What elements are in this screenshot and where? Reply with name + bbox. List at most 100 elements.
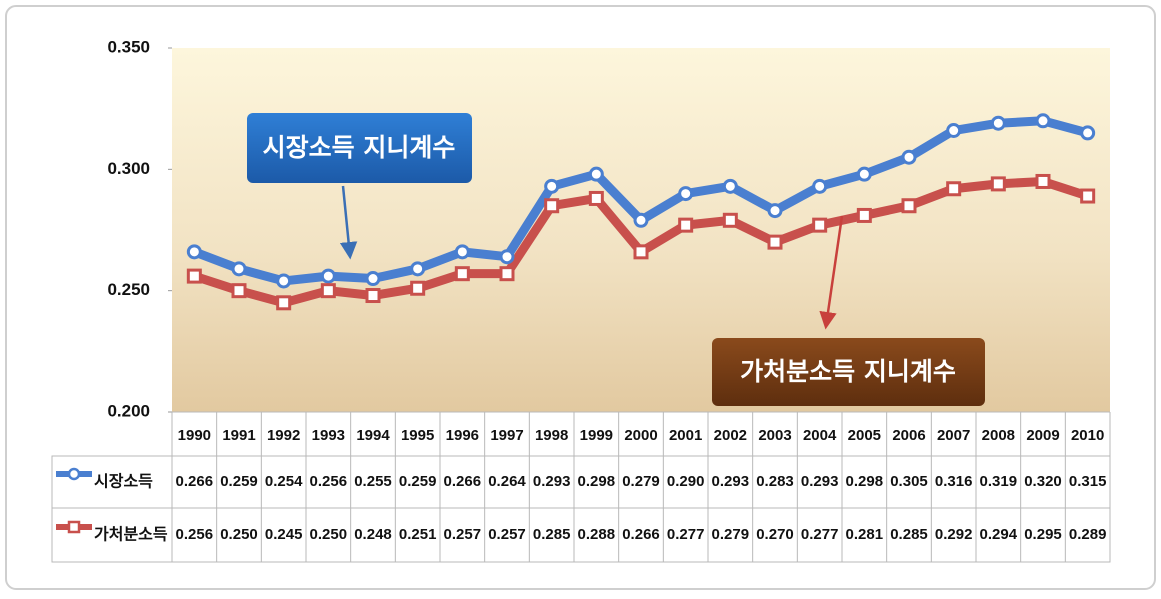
point xyxy=(544,178,560,194)
x-tick-label: 2010 xyxy=(1071,427,1104,444)
point xyxy=(499,249,515,265)
x-tick-label: 2007 xyxy=(937,427,970,444)
table-value: 0.256 xyxy=(310,473,348,490)
table-value: 0.289 xyxy=(1069,526,1107,543)
table-value: 0.320 xyxy=(1024,473,1062,490)
table-value: 0.259 xyxy=(399,473,437,490)
point xyxy=(633,244,649,260)
point xyxy=(1080,188,1096,204)
table-value: 0.257 xyxy=(444,526,482,543)
point xyxy=(1035,113,1051,129)
point xyxy=(722,178,738,194)
x-tick-label: 2006 xyxy=(892,427,925,444)
table-value: 0.285 xyxy=(533,526,571,543)
point xyxy=(410,261,426,277)
table-value: 0.293 xyxy=(533,473,571,490)
x-tick-label: 1993 xyxy=(312,427,345,444)
legend-label: 가처분소득 xyxy=(94,525,168,544)
table-value: 0.259 xyxy=(220,473,258,490)
legend-marker xyxy=(67,520,81,534)
table-value: 0.283 xyxy=(756,473,794,490)
x-tick-label: 2005 xyxy=(848,427,881,444)
table-value: 0.255 xyxy=(354,473,392,490)
table-value: 0.290 xyxy=(667,473,705,490)
table-value: 0.257 xyxy=(488,526,526,543)
x-tick-label: 2001 xyxy=(669,427,702,444)
point xyxy=(588,166,604,182)
x-tick-label: 2002 xyxy=(714,427,747,444)
point xyxy=(454,266,470,282)
point xyxy=(276,295,292,311)
table-value: 0.293 xyxy=(801,473,839,490)
y-tick-label: 0.350 xyxy=(107,37,150,56)
point xyxy=(365,288,381,304)
table-value: 0.316 xyxy=(935,473,973,490)
x-tick-label: 2008 xyxy=(982,427,1015,444)
table-value: 0.305 xyxy=(890,473,928,490)
point xyxy=(186,268,202,284)
x-tick-label: 2004 xyxy=(803,427,837,444)
point xyxy=(544,198,560,214)
point xyxy=(588,190,604,206)
x-tick-label: 1996 xyxy=(446,427,479,444)
point xyxy=(410,280,426,296)
table-value: 0.293 xyxy=(712,473,750,490)
table-value: 0.294 xyxy=(980,526,1018,543)
table-value: 0.264 xyxy=(488,473,526,490)
x-tick-label: 2000 xyxy=(624,427,657,444)
point xyxy=(722,212,738,228)
table-value: 0.295 xyxy=(1024,526,1062,543)
table-value: 0.288 xyxy=(578,526,616,543)
annotation-box xyxy=(712,338,985,406)
point xyxy=(320,283,336,299)
point xyxy=(901,198,917,214)
point xyxy=(812,178,828,194)
point xyxy=(678,217,694,233)
y-tick-label: 0.250 xyxy=(107,280,150,299)
x-tick-label: 1995 xyxy=(401,427,434,444)
point xyxy=(990,115,1006,131)
x-tick-label: 1991 xyxy=(222,427,255,444)
point xyxy=(767,203,783,219)
point xyxy=(1035,173,1051,189)
table-value: 0.279 xyxy=(622,473,660,490)
x-tick-label: 1997 xyxy=(490,427,523,444)
point xyxy=(901,149,917,165)
y-tick-label: 0.200 xyxy=(107,401,150,420)
table-value: 0.248 xyxy=(354,526,392,543)
y-tick-label: 0.300 xyxy=(107,159,150,178)
table-value: 0.250 xyxy=(310,526,348,543)
table-value: 0.266 xyxy=(444,473,482,490)
table-value: 0.319 xyxy=(980,473,1018,490)
x-tick-label: 1999 xyxy=(580,427,613,444)
annotation: 가처분소득 지니계수 xyxy=(740,357,956,386)
table-value: 0.281 xyxy=(846,526,884,543)
point xyxy=(767,234,783,250)
table-value: 0.245 xyxy=(265,526,303,543)
table-value: 0.298 xyxy=(578,473,616,490)
point xyxy=(231,283,247,299)
table-value: 0.266 xyxy=(622,526,660,543)
annotation-arrow xyxy=(819,215,844,330)
table-value: 0.285 xyxy=(890,526,928,543)
annotation-arrow xyxy=(339,185,358,260)
table-value: 0.251 xyxy=(399,526,437,543)
table-value: 0.270 xyxy=(756,526,794,543)
point xyxy=(946,181,962,197)
legend-marker xyxy=(67,467,81,481)
x-tick-label: 2003 xyxy=(758,427,791,444)
x-tick-label: 2009 xyxy=(1026,427,1059,444)
legend-label: 시장소득 xyxy=(94,472,153,491)
annotation-box xyxy=(247,113,472,183)
point xyxy=(678,186,694,202)
point xyxy=(856,207,872,223)
point xyxy=(990,176,1006,192)
table-value: 0.277 xyxy=(801,526,839,543)
point xyxy=(365,271,381,287)
table-value: 0.279 xyxy=(712,526,750,543)
point xyxy=(186,244,202,260)
point xyxy=(320,268,336,284)
point xyxy=(499,266,515,282)
annotation: 시장소득 지니계수 xyxy=(263,133,456,162)
